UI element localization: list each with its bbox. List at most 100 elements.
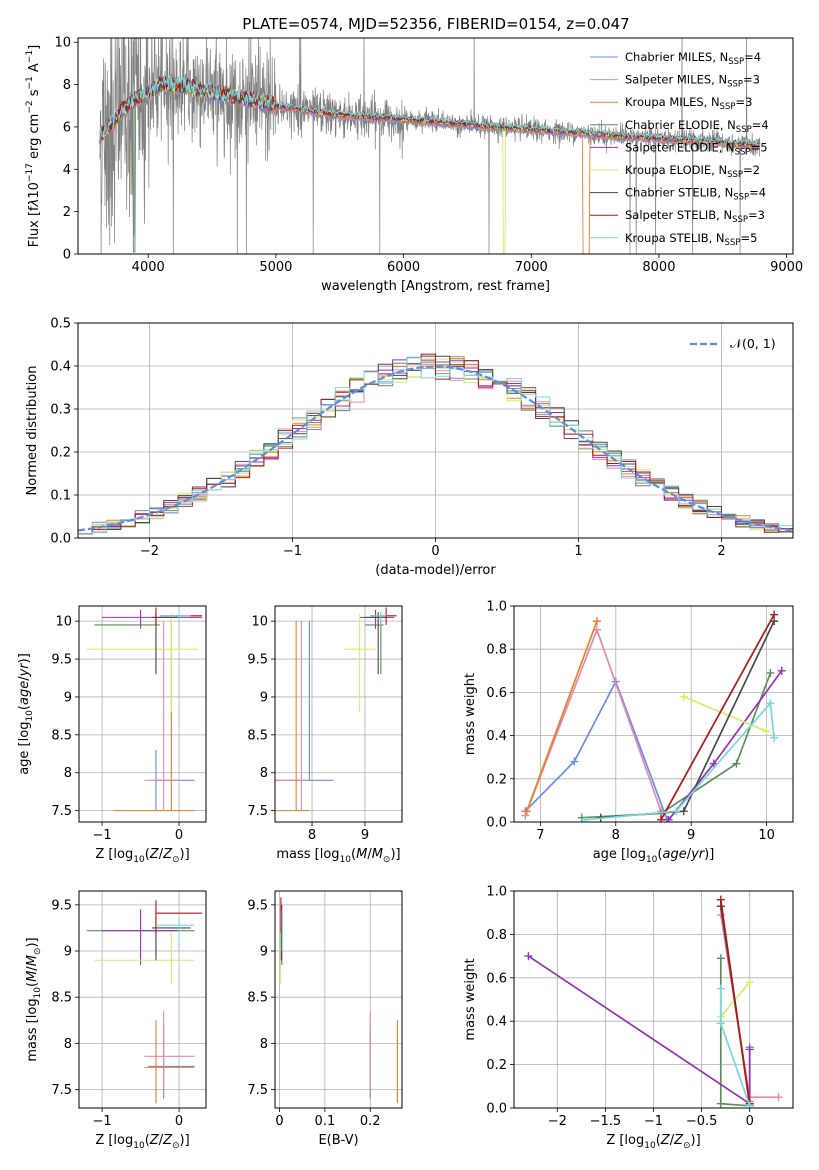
age-vs-mass-xtick-label: 9 [361,828,369,843]
residual-histogram [78,353,793,535]
legend-entry: Kroupa MILES, NSSP=3 [625,95,752,112]
weight-marker [766,668,775,677]
mass-vs-ebv-xlabel: E(B-V) [318,1133,358,1148]
mass-vs-z-ytick-label: 9.5 [51,898,72,913]
mass-vs-ebv-ytick-label: 8.5 [247,991,268,1006]
weight-vs-age-ytick-label: 0.2 [486,772,507,787]
spectrum-xlabel: wavelength [Angstrom, rest frame] [321,279,550,294]
weight-line [660,614,775,821]
age-vs-z-ytick-label: 9 [64,690,72,705]
weight-vs-z-xtick-label: −2 [548,1114,567,1129]
weight-vs-age-ylabel: mass weight [463,673,478,755]
weight-marker [766,699,775,708]
weight-marker [521,811,530,820]
mass-vs-ebv-ytick-label: 7.5 [247,1083,268,1098]
weight-vs-z-xtick-label: −1 [644,1114,663,1129]
weight-vs-z-xtick-label: −0.5 [686,1114,718,1129]
spectrum-xtick-label: 5000 [259,260,292,275]
age-vs-mass-ytick-label: 8 [260,766,268,781]
legend-entry: Salpeter STELIB, NSSP=3 [625,208,765,225]
legend-entry: Chabrier MILES, NSSP=4 [625,50,761,67]
weight-vs-z-xlabel: Z [log10(Z/Z⊙)] [606,1133,700,1151]
weight-marker [732,759,741,768]
residuals-xtick-label: 1 [574,544,582,559]
age-vs-z-plot-area [86,607,203,812]
figure-title: PLATE=0574, MJD=52356, FIBERID=0154, z=0… [242,15,629,33]
weight-vs-age-ytick-label: 0.4 [486,729,507,744]
weight-vs-z-ylabel: mass weight [463,958,478,1040]
legend-entry: Chabrier ELODIE, NSSP=4 [625,118,769,135]
spectrum-ytick-label: 2 [63,205,71,220]
mass-vs-z-ytick-label: 8 [64,1037,72,1052]
weight-marker [774,1093,783,1102]
spectrum-ytick-label: 0 [63,248,71,263]
residuals-ytick-label: 0.4 [50,360,71,375]
weight-line [527,955,751,1106]
residuals-xlabel: (data-model)/error [375,563,496,578]
mass-vs-ebv-axes: 0 0.1 0.2 7.5 8 8.5 9 9.5 E(B-V) [247,890,403,1148]
weight-marker [745,1045,754,1054]
legend-entry: Salpeter ELODIE, NSSP=5 [625,140,768,157]
weight-line [719,958,750,1107]
weight-vs-age-xtick-label: 9 [687,828,695,843]
residuals-ytick-label: 0.1 [50,489,71,504]
spectrum-axes: 4000 5000 6000 7000 8000 9000 0 2 4 6 8 10 wavelengt… [25,36,803,294]
residuals-ytick-label: 0.0 [50,532,71,547]
weight-line [600,620,775,819]
age-vs-z-ytick-label: 10 [55,615,72,630]
spectrum-ytick-label: 4 [63,163,71,178]
age-vs-mass-xlabel: mass [log10(M/M⊙)] [276,847,400,865]
mass-vs-z-xtick-label: 0 [175,1114,183,1129]
weight-line [524,627,662,816]
mass-vs-z-ytick-label: 9 [64,945,72,960]
legend-entry: Kroupa ELODIE, NSSP=2 [625,163,760,180]
weight-vs-z-ytick-label: 0.4 [486,1015,507,1030]
residuals-ytick-label: 0.2 [50,446,71,461]
residuals-plot-area [78,353,793,535]
age-vs-mass-ytick-label: 10 [251,615,268,630]
mass-vs-ebv-xtick-label: 0.2 [360,1114,381,1129]
weight-marker [581,815,590,822]
weight-vs-age-ytick-label: 0.0 [486,816,507,831]
weight-vs-age-axes: 7 8 9 10 0.0 0.2 0.4 0.6 0.8 1.0 age [log10(age/yr… [463,600,794,865]
mass-vs-z-ytick-label: 7.5 [51,1083,72,1098]
weight-vs-z-xtick-label: −1.5 [590,1114,622,1129]
weight-marker [592,617,601,626]
spectrum-frame [77,37,794,255]
residuals-xtick-label: −2 [140,544,159,559]
weight-vs-age-xtick-label: 7 [536,828,544,843]
weight-marker [770,610,779,619]
weight-marker [716,895,725,904]
weight-vs-z-ytick-label: 0.6 [486,971,507,986]
weight-marker [777,666,786,675]
weight-marker [679,807,688,816]
weight-marker [672,807,681,816]
plots-group: 4000 5000 6000 7000 8000 90000246810wavelengt… [17,36,803,1151]
age-vs-z-ytick-label: 8.5 [51,728,72,743]
normal-curve [78,365,793,532]
spectrum-xtick-label: 4000 [132,260,165,275]
weight-vs-z-plot-area [524,895,783,1108]
age-vs-mass-frame [274,605,403,823]
spectrum-xtick-label: 6000 [387,260,420,275]
weight-vs-z-xtick-label: 0 [746,1114,754,1129]
weight-marker [716,984,725,993]
weight-vs-age-xtick-label: 10 [758,828,775,843]
mass-vs-z-ylabel: mass [log10(M/M⊙)] [25,937,43,1061]
weight-marker [770,733,779,742]
residuals-legend: 𝒩(0, 1) [690,336,776,351]
age-vs-mass-ytick-label: 9.5 [247,653,268,668]
residuals-xtick-label: 2 [717,544,725,559]
legend-entry: Salpeter MILES, NSSP=3 [625,73,760,90]
age-vs-mass-axes: 8 9 7.5 8 8.5 9 9.5 10 mass [log10(M/M⊙)] [247,605,403,865]
residuals-xtick-label: 0 [431,544,439,559]
weight-line [524,679,668,821]
age-vs-z-ytick-label: 9.5 [51,653,72,668]
weight-vs-age-plot-area [521,610,786,822]
age-vs-mass-ytick-label: 7.5 [247,804,268,819]
residuals-xtick-label: −1 [283,544,302,559]
weight-marker [716,1019,725,1028]
weight-vs-age-ytick-label: 0.6 [486,686,507,701]
mass-vs-z-frame [78,890,207,1109]
weight-marker [745,978,754,987]
